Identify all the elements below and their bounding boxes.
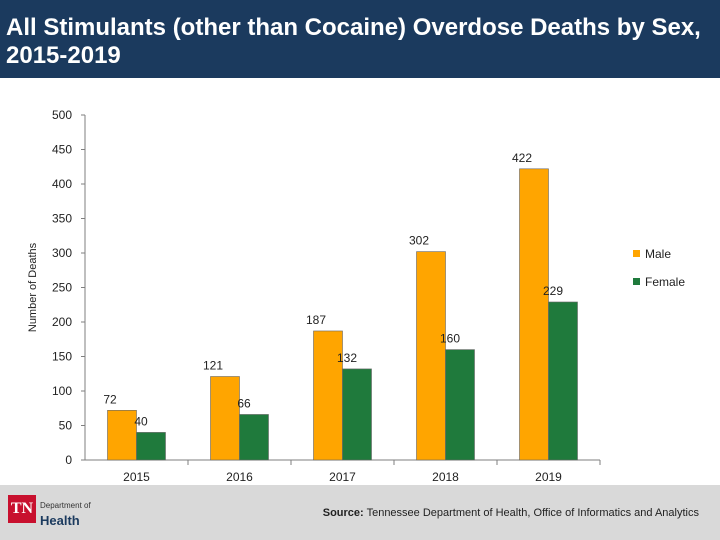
bar-male-2015	[107, 410, 137, 461]
legend-label-female: Female	[645, 275, 685, 289]
data-label-male-2019: 422	[512, 151, 532, 165]
data-label-male-2018: 302	[409, 234, 429, 248]
logo-department-text: Department of	[40, 501, 91, 510]
bar-female-2018	[445, 349, 475, 461]
bar-female-2015	[136, 432, 166, 461]
x-tick-label: 2015	[123, 470, 150, 484]
title-bar: All Stimulants (other than Cocaine) Over…	[0, 0, 720, 78]
legend-swatch-female	[633, 278, 640, 285]
y-tick-label: 500	[52, 108, 72, 122]
bar-male-2017	[313, 330, 343, 461]
bar-male-2018	[416, 251, 446, 461]
data-label-male-2016: 121	[203, 359, 223, 373]
legend-swatch-male	[633, 250, 640, 257]
data-label-female-2018: 160	[440, 332, 460, 346]
bar-female-2017	[342, 368, 372, 461]
logo-health-text: Health	[40, 513, 80, 528]
x-tick-label: 2016	[226, 470, 253, 484]
footer: TN Department of Health Source: Tennesse…	[0, 485, 720, 540]
tn-health-logo: TN Department of Health	[8, 495, 108, 533]
source-note: Source: Tennessee Department of Health, …	[323, 507, 699, 519]
source-text: Tennessee Department of Health, Office o…	[366, 507, 699, 519]
x-tick-label: 2019	[535, 470, 562, 484]
bar-female-2016	[239, 414, 269, 461]
data-label-female-2015: 40	[134, 414, 148, 428]
bar-female-2019	[548, 301, 578, 461]
x-tick-label: 2017	[329, 470, 356, 484]
x-tick-label: 2018	[432, 470, 459, 484]
chart-title: All Stimulants (other than Cocaine) Over…	[6, 14, 701, 69]
tn-logo-mark: TN	[8, 495, 36, 523]
source-label: Source:	[322, 507, 364, 519]
data-label-female-2019: 229	[543, 284, 563, 298]
data-label-female-2017: 132	[337, 351, 357, 365]
y-tick-label: 200	[52, 315, 72, 329]
y-tick-label: 300	[52, 246, 72, 260]
y-tick-label: 450	[52, 143, 72, 157]
data-label-female-2016: 66	[237, 396, 251, 410]
y-axis-title: Number of Deaths	[27, 242, 39, 332]
bar-male-2019	[519, 168, 549, 461]
y-tick-label: 350	[52, 212, 72, 226]
y-tick-label: 100	[52, 384, 72, 398]
y-tick-label: 250	[52, 281, 72, 295]
data-label-male-2017: 187	[306, 313, 326, 327]
y-tick-label: 400	[52, 177, 72, 191]
y-tick-label: 0	[65, 453, 72, 467]
y-tick-label: 50	[59, 419, 73, 433]
bar-male-2016	[210, 376, 240, 461]
bar-chart: 0 50 100 150 200 250 300 350 400 450 500 Number of …	[27, 108, 685, 484]
legend-label-male: Male	[645, 247, 671, 261]
y-tick-label: 150	[52, 350, 72, 364]
data-label-male-2015: 72	[103, 392, 117, 406]
